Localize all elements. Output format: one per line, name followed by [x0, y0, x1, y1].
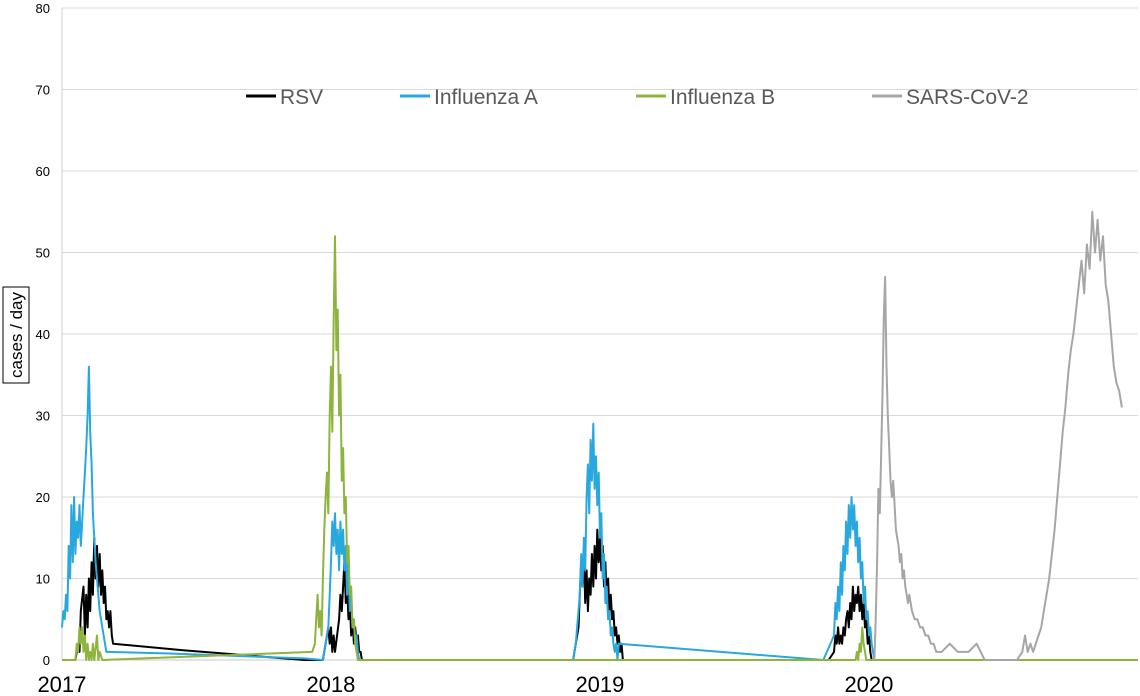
x-year-label: 2018 — [306, 672, 355, 696]
gridlines — [62, 7, 1138, 661]
y-tick-label: 10 — [36, 572, 50, 587]
series-line-sars-cov-2 — [873, 210, 1123, 661]
y-tick-label: 40 — [36, 327, 50, 342]
legend-label: Influenza B — [670, 86, 775, 109]
x-axis-year-labels: 2017 2018 2019 2020 — [37, 672, 893, 696]
x-year-label: 2020 — [844, 672, 893, 696]
series-lines — [61, 210, 1138, 661]
y-tick-label: 20 — [36, 490, 50, 505]
y-tick-label: 30 — [36, 409, 50, 424]
series-line-rsv — [62, 528, 1138, 661]
y-axis-label-text: cases / day — [7, 292, 26, 378]
x-year-label: 2017 — [37, 672, 86, 696]
legend-label: Influenza A — [434, 86, 538, 109]
series-line-influenza-a — [61, 365, 1138, 661]
legend-label: SARS-CoV-2 — [906, 86, 1029, 109]
y-tick-label: 70 — [36, 83, 50, 98]
y-axis-label-box — [2, 286, 30, 384]
y-axis-label: cases / day — [2, 286, 30, 384]
legend: RSV Influenza A Influenza B SARS-CoV-2 — [246, 86, 1029, 109]
y-tick-label: 60 — [36, 164, 50, 179]
legend-label: RSV — [280, 86, 323, 109]
y-tick-label: 50 — [36, 246, 50, 261]
y-axis-ticks: 0 10 20 30 40 50 60 70 80 — [36, 1, 50, 668]
series-line-influenza-b — [62, 235, 1138, 661]
x-year-label: 2019 — [575, 672, 624, 696]
y-tick-label: 0 — [43, 653, 50, 668]
y-tick-label: 80 — [36, 1, 50, 16]
